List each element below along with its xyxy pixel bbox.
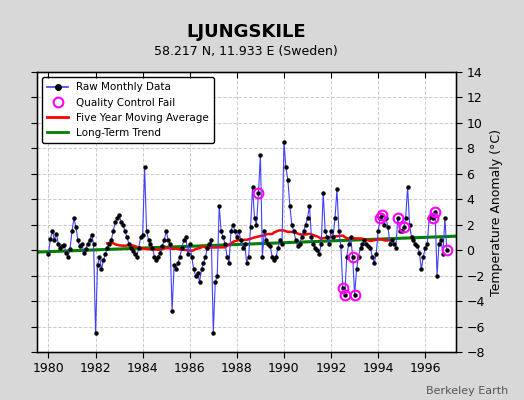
Text: 58.217 N, 11.933 E (Sweden): 58.217 N, 11.933 E (Sweden): [155, 46, 338, 58]
Legend: Raw Monthly Data, Quality Control Fail, Five Year Moving Average, Long-Term Tren: Raw Monthly Data, Quality Control Fail, …: [42, 77, 214, 143]
Y-axis label: Temperature Anomaly (°C): Temperature Anomaly (°C): [490, 128, 504, 296]
Text: LJUNGSKILE: LJUNGSKILE: [187, 23, 306, 41]
Text: Berkeley Earth: Berkeley Earth: [426, 386, 508, 396]
